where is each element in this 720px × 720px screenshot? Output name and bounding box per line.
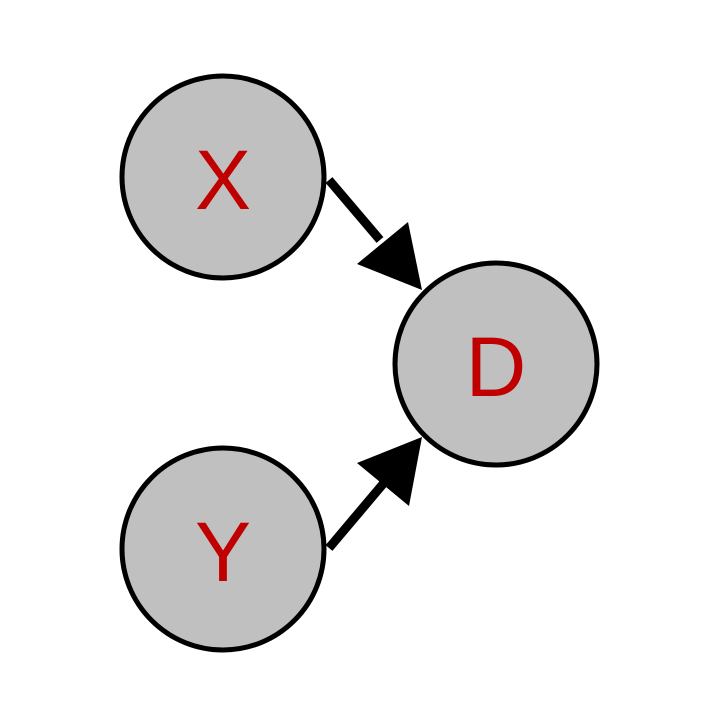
node-d-label: D	[466, 320, 527, 414]
node-x-label: X	[195, 133, 251, 227]
node-y-circle	[119, 445, 327, 653]
node-d: D	[392, 260, 600, 468]
node-y-label: Y	[195, 505, 251, 599]
edge-x-to-d	[325, 177, 422, 290]
node-d-circle	[392, 260, 600, 468]
edge-y-to-d	[325, 437, 422, 551]
edge-x-to-d-arrowhead	[357, 222, 422, 290]
node-y: Y	[119, 445, 327, 653]
edge-x-to-d-line	[325, 177, 384, 243]
node-x: X	[119, 73, 327, 281]
edge-y-to-d-arrowhead	[357, 437, 422, 506]
node-x-circle	[119, 73, 327, 281]
edge-y-to-d-line	[325, 481, 387, 551]
